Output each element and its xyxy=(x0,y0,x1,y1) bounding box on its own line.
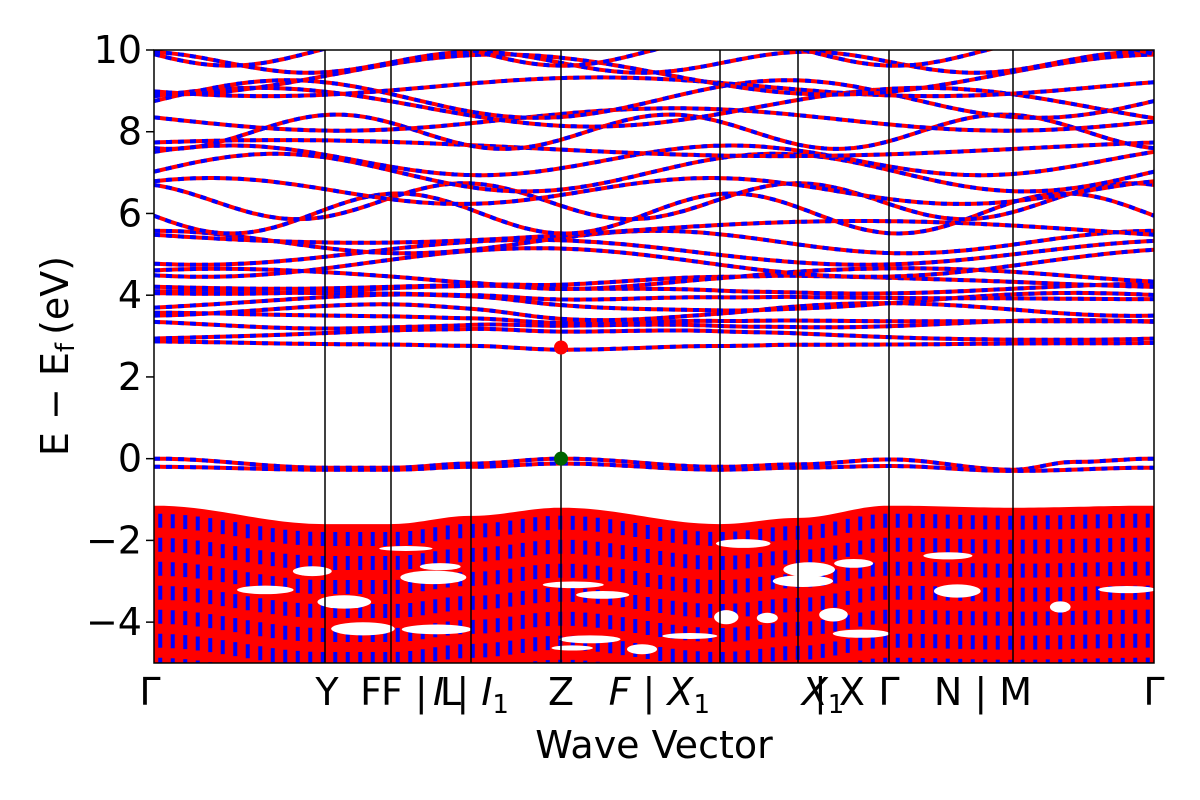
band-line-23-spin-up xyxy=(154,106,1154,133)
manifold-gap xyxy=(331,622,395,636)
band-line-3-spin-up xyxy=(154,326,1154,342)
band-lines xyxy=(154,50,1154,473)
manifold-gap xyxy=(756,612,778,624)
x-tick-label: Γ xyxy=(878,670,899,714)
manifold-gap xyxy=(933,584,981,598)
y-tick-label: 0 xyxy=(118,437,142,481)
x-tick-label: N | M xyxy=(934,670,1032,715)
y-tick-label: 2 xyxy=(118,355,142,399)
manifold-gap xyxy=(401,624,472,635)
band-line-8-spin-down xyxy=(154,289,1154,302)
x-tick-label: Z xyxy=(548,670,574,714)
band-line-17-spin-down xyxy=(154,181,1154,222)
x-tick-label: F | X1 xyxy=(609,670,710,720)
valence-band-maximum-marker xyxy=(554,451,568,466)
band-line-15-spin-up xyxy=(154,219,1154,245)
valence-manifold-fill xyxy=(154,505,1154,663)
band-line-18-spin-up xyxy=(154,176,1154,206)
band-line-29-spin-up xyxy=(154,50,1154,68)
band-line-24-spin-up xyxy=(154,85,1154,129)
manifold-gap xyxy=(237,585,294,595)
band-line-12-spin-up xyxy=(154,246,1154,279)
x-tick-label: | X xyxy=(814,670,865,715)
band-line-25-spin-up xyxy=(154,78,1154,120)
y-axis-label-main: E − E xyxy=(33,352,77,456)
y-axis-label: E − Ef (eV) xyxy=(33,256,81,456)
band-line-1-spin-down xyxy=(154,461,1154,473)
band-edge-markers xyxy=(554,340,568,466)
manifold-gap xyxy=(834,558,874,568)
kpoint-dividers xyxy=(324,50,1014,663)
y-tick-label: 6 xyxy=(118,191,142,235)
band-line-5-spin-down xyxy=(154,310,1154,326)
band-line-7-spin-up xyxy=(154,290,1154,313)
manifold-gap xyxy=(627,644,658,655)
band-line-6-spin-up xyxy=(154,301,1154,323)
y-axis-label-sub: f xyxy=(51,342,81,352)
y-tick-label: −2 xyxy=(86,518,142,562)
band-line-16-spin-down xyxy=(154,191,1154,236)
manifold-gap xyxy=(317,595,372,609)
manifold-gap xyxy=(400,570,467,585)
manifold-gap xyxy=(1049,601,1071,613)
band-line-10-spin-down xyxy=(154,273,1154,291)
band-line-13-spin-up xyxy=(154,237,1154,267)
band-line-26-spin-up xyxy=(154,75,1154,99)
plot-frame xyxy=(153,49,1155,664)
x-tick-label: Y xyxy=(314,670,339,714)
manifold-gap xyxy=(551,645,593,651)
manifold-gap xyxy=(559,635,621,644)
x-tick-label: F xyxy=(360,670,382,714)
manifold-gap xyxy=(576,590,630,599)
x-tick-label: X1 xyxy=(800,670,845,720)
band-line-25-spin-down xyxy=(154,78,1154,120)
band-line-9-spin-down xyxy=(154,281,1154,296)
manifold-gap xyxy=(379,546,433,551)
manifold-gap xyxy=(819,607,848,622)
manifold-gap xyxy=(714,610,739,625)
manifold-gap xyxy=(923,552,973,560)
band-line-2-spin-up xyxy=(154,339,1154,352)
manifold-gap xyxy=(292,566,332,577)
x-tick-label: Γ xyxy=(1143,670,1164,714)
band-line-3-spin-down xyxy=(154,326,1154,342)
band-line-28-spin-down xyxy=(154,50,1154,75)
manifold-gap xyxy=(832,629,890,638)
x-tick-label: Γ xyxy=(139,670,160,714)
manifold-gap xyxy=(783,562,835,577)
y-tick-label: 8 xyxy=(118,110,142,154)
plot-area xyxy=(154,50,1154,663)
manifold-gap xyxy=(662,633,718,640)
band-line-2-spin-down xyxy=(154,339,1154,352)
band-line-19-spin-down xyxy=(154,151,1154,194)
y-tick-label: 4 xyxy=(118,273,142,317)
conduction-band-minimum-marker xyxy=(554,340,568,355)
x-tick-label: F | L xyxy=(381,670,461,715)
manifold-gap xyxy=(1098,585,1154,594)
y-axis-label-unit: (eV) xyxy=(33,256,77,335)
x-axis-label: Wave Vector xyxy=(535,723,773,767)
manifold-gap xyxy=(419,563,461,571)
valence-band-manifold xyxy=(154,505,1154,663)
manifold-gap xyxy=(542,581,604,589)
y-axis-ticks: −4 −2 0 2 4 6 8 10 xyxy=(86,28,154,644)
manifold-gap xyxy=(772,575,834,587)
band-line-21-spin-down xyxy=(154,138,1154,159)
y-tick-label: 10 xyxy=(94,28,142,72)
manifold-gap xyxy=(715,539,771,548)
x-tick-label: I | I1 xyxy=(433,670,509,720)
y-tick-label: −4 xyxy=(86,600,142,644)
